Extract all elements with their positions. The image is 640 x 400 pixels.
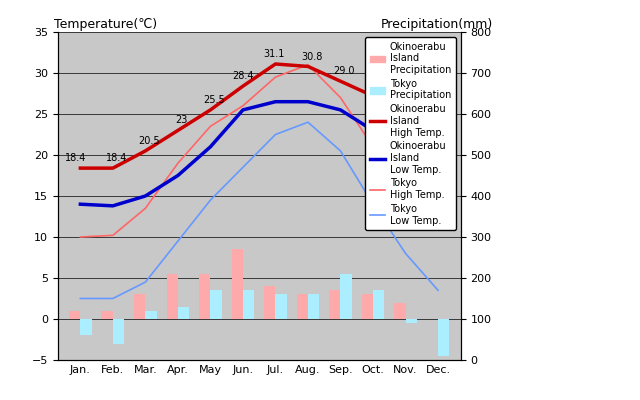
Bar bbox=[243, 290, 254, 319]
Text: 20.5: 20.5 bbox=[431, 136, 452, 146]
Bar bbox=[340, 274, 352, 319]
Bar bbox=[329, 290, 340, 319]
Text: 30.8: 30.8 bbox=[301, 52, 323, 62]
Text: 25.5: 25.5 bbox=[203, 95, 225, 105]
Bar bbox=[81, 319, 92, 335]
Text: Precipitation(mm): Precipitation(mm) bbox=[381, 18, 493, 31]
Legend: Okinoerabu
Island
Precipitation, Tokyo
Precipitation, Okinoerabu
Island
High Tem: Okinoerabu Island Precipitation, Tokyo P… bbox=[365, 37, 456, 230]
Text: 23.7: 23.7 bbox=[399, 110, 420, 120]
Bar bbox=[394, 302, 406, 319]
Bar bbox=[264, 286, 275, 319]
Bar bbox=[296, 294, 308, 319]
Bar bbox=[69, 311, 81, 319]
Bar bbox=[199, 274, 211, 319]
Bar bbox=[134, 294, 145, 319]
Text: 23: 23 bbox=[175, 116, 188, 126]
Bar bbox=[211, 290, 222, 319]
Bar bbox=[145, 311, 157, 319]
Bar bbox=[275, 294, 287, 319]
Bar bbox=[113, 319, 124, 344]
Bar bbox=[406, 319, 417, 323]
Bar bbox=[373, 290, 385, 319]
Text: Temperature(℃): Temperature(℃) bbox=[54, 18, 157, 31]
Text: 18.4: 18.4 bbox=[65, 153, 86, 163]
Text: 28.4: 28.4 bbox=[232, 71, 253, 81]
Bar bbox=[438, 319, 449, 356]
Bar bbox=[232, 249, 243, 319]
Bar bbox=[102, 311, 113, 319]
Bar bbox=[308, 294, 319, 319]
Text: 31.1: 31.1 bbox=[263, 49, 285, 59]
Bar bbox=[166, 274, 178, 319]
Text: 18.4: 18.4 bbox=[106, 153, 127, 163]
Bar bbox=[362, 294, 373, 319]
Text: 27.2: 27.2 bbox=[366, 81, 388, 91]
Text: 29.0: 29.0 bbox=[333, 66, 355, 76]
Text: 20.5: 20.5 bbox=[138, 136, 160, 146]
Bar bbox=[178, 307, 189, 319]
